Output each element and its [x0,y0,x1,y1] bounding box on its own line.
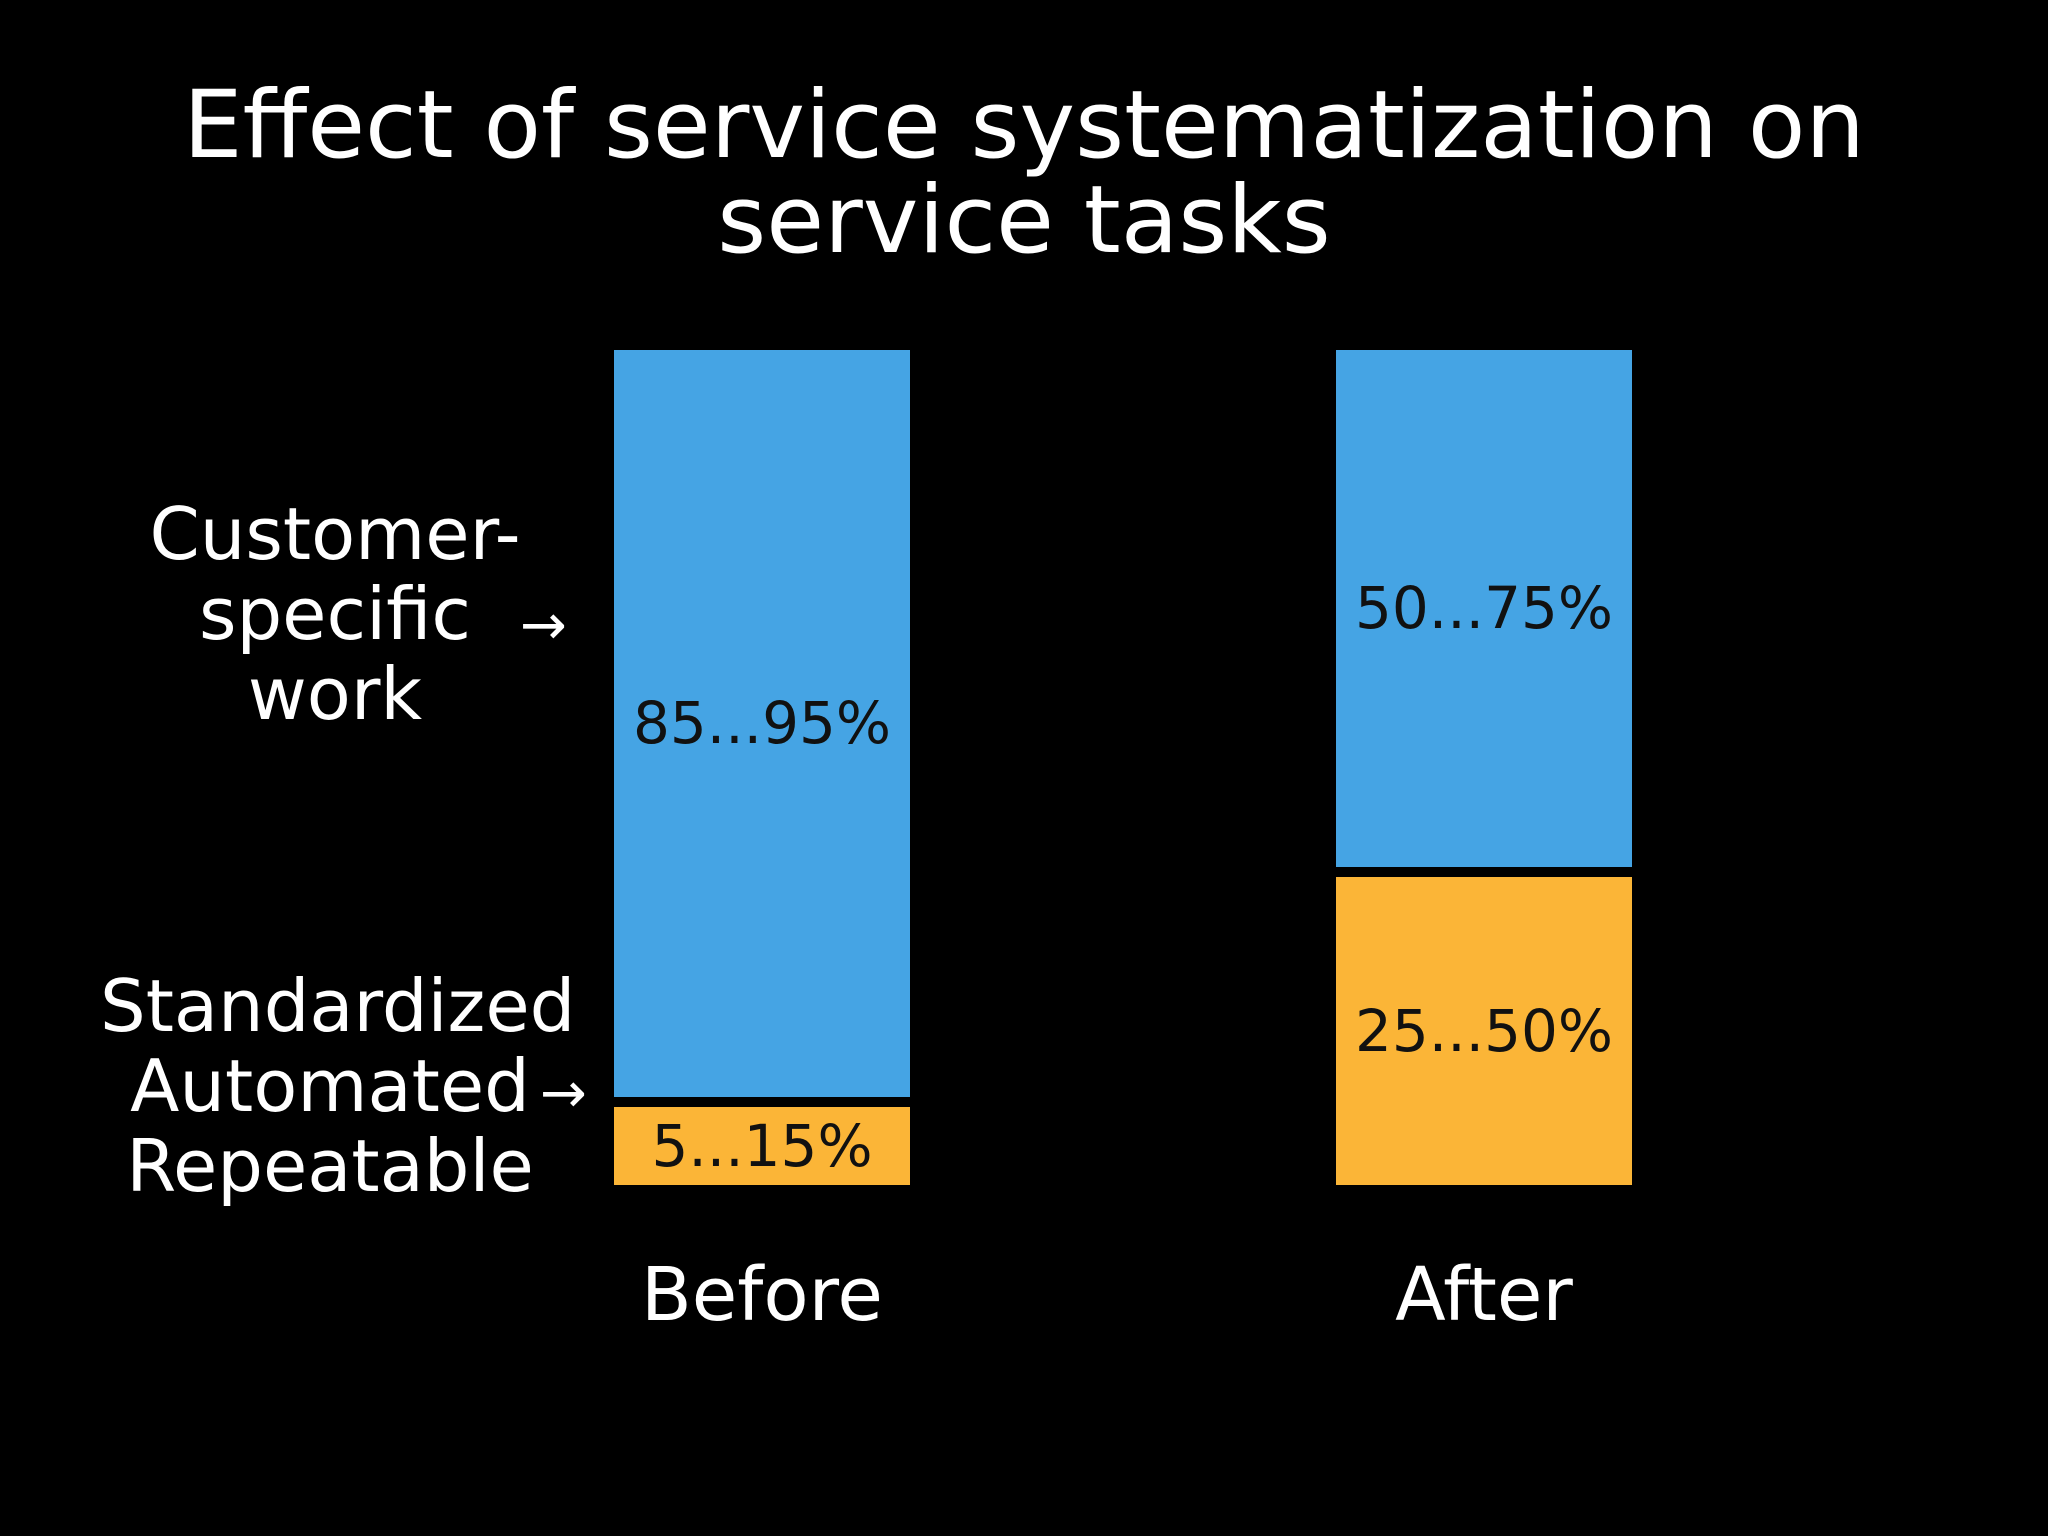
bar-segment-standardized-before [614,1106,910,1185]
category-label-after: After [1395,1252,1573,1338]
data-label-standardized-before: 5...15% [651,1111,873,1180]
bar-segment-customer-specific-after [1336,350,1632,867]
standardized-label: Standardized Automated Repeatable [100,964,576,1208]
bar-segment-standardized-after [1336,876,1632,1185]
chart-title-line-2: service tasks [717,166,1331,275]
bar-before: 85...95% 5...15% [614,350,910,1185]
category-label-before: Before [641,1252,883,1338]
standardized-arrow: → [540,1061,587,1126]
data-label-customer-specific-before: 85...95% [632,689,892,758]
bar-after: 50...75% 25...50% [1336,350,1632,1185]
chart-title-line-1: Effect of service systematization on [183,71,1865,180]
data-label-customer-specific-after: 50...75% [1354,574,1614,643]
bar-segment-customer-specific-before [614,350,910,1097]
data-label-standardized-after: 25...50% [1354,996,1614,1065]
customer-specific-arrow: → [520,593,567,658]
customer-specific-label: Customer- specific work [149,492,521,736]
chart-title: Effect of service systematization on ser… [0,78,2048,268]
